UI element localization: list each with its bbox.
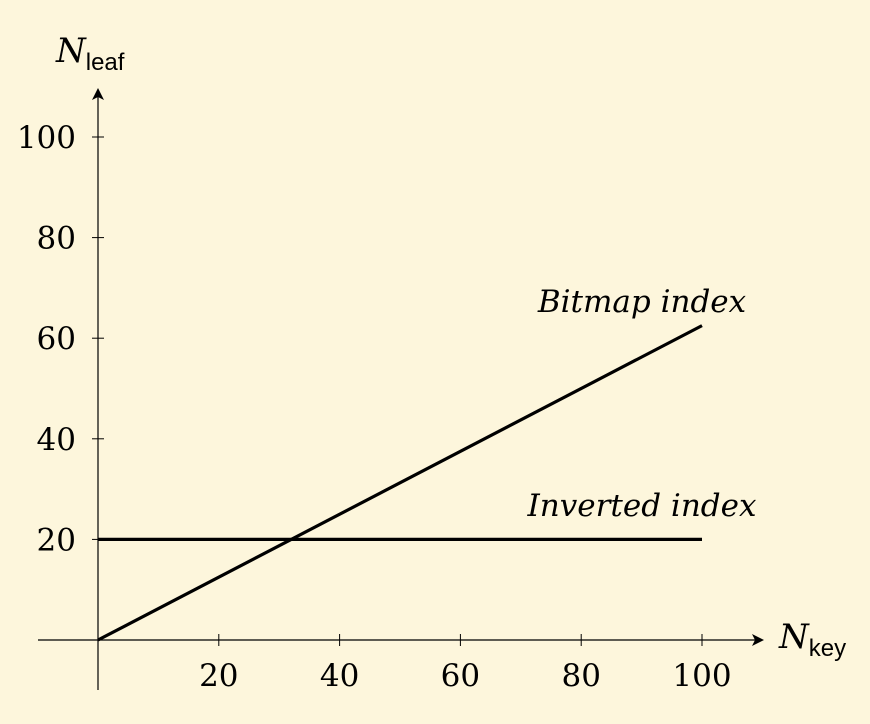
y-tick-label: 80: [37, 221, 76, 257]
y-tick-label: 100: [17, 120, 76, 156]
y-tick-label: 20: [37, 522, 76, 558]
x-tick-label: 60: [441, 658, 480, 694]
y-tick-label: 60: [37, 321, 76, 357]
y-tick-label: 40: [37, 422, 76, 458]
x-tick-label: 100: [672, 658, 731, 694]
x-tick-label: 20: [199, 658, 238, 694]
y-ticks: 20 40 60 80 100: [17, 120, 104, 558]
x-ticks: 20 40 60 80 100: [199, 634, 732, 694]
x-axis-arrow-icon: [752, 634, 764, 646]
x-axis-label: Nkey: [778, 617, 846, 662]
series-group: [97, 324, 703, 642]
series-label-bitmap-index: Bitmap index: [537, 284, 747, 320]
y-axis-label: Nleaf: [55, 31, 125, 76]
x-tick-label: 80: [561, 658, 600, 694]
x-tick-label: 40: [320, 658, 359, 694]
series-label-inverted-index: Inverted index: [527, 488, 757, 524]
series-line-bitmap-index: [97, 324, 703, 642]
y-axis-arrow-icon: [92, 88, 104, 100]
